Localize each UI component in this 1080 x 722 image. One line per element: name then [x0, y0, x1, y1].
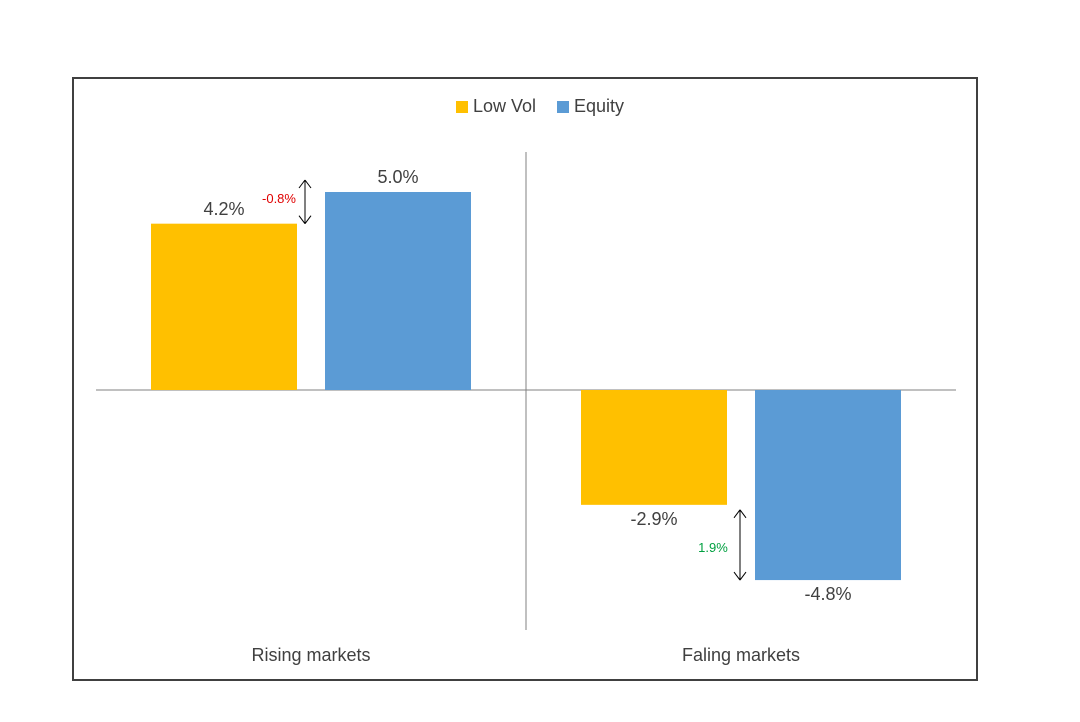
difference-arrow-falling: [733, 509, 747, 581]
data-label-equity-rising: 5.0%: [377, 167, 419, 187]
legend-label-low-vol: Low Vol: [472, 96, 536, 116]
legend: Low Vol Equity: [0, 96, 1080, 118]
legend-item-low-vol: Low Vol: [455, 96, 536, 117]
category-label-rising: Rising markets: [251, 645, 371, 665]
category-label-falling: Faling markets: [681, 645, 801, 665]
difference-arrow-rising: [298, 179, 312, 224]
bar-low-vol-rising: [151, 223, 297, 390]
data-label-low-vol-rising: 4.2%: [203, 198, 245, 219]
legend-label-equity: Equity: [574, 96, 625, 116]
difference-label-falling: 1.9%: [698, 540, 728, 555]
bar-equity-falling: [755, 390, 901, 581]
difference-label-rising: -0.8%: [262, 191, 296, 206]
bar-low-vol-falling: [581, 390, 727, 505]
legend-swatch-low-vol: [455, 100, 468, 113]
legend-item-equity: Equity: [557, 96, 624, 117]
data-label-low-vol-falling: -2.9%: [630, 508, 678, 529]
data-label-equity-falling: -4.8%: [804, 584, 852, 605]
bar-equity-rising: [325, 192, 471, 390]
legend-swatch-equity: [557, 100, 570, 113]
